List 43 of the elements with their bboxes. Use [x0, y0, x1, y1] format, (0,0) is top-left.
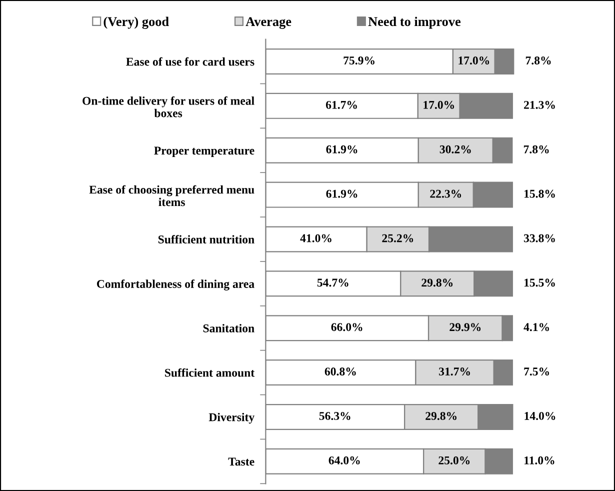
legend-label: (Very) good [104, 16, 169, 29]
data-label: 61.9% [326, 145, 358, 154]
data-label: 56.3% [319, 412, 350, 420]
data-label: 21.3% [524, 100, 555, 109]
data-label: 33.8% [524, 234, 555, 242]
legend-label: Average [246, 17, 292, 29]
y-tick-label: Sufficient nutrition [158, 235, 254, 244]
y-tick-label: Taste [228, 458, 254, 466]
data-label: 25.2% [382, 234, 414, 242]
data-label: 31.7% [439, 368, 470, 376]
data-label: 29.9% [450, 323, 481, 332]
legend-label: Need to improve [368, 16, 461, 29]
y-tick-label: Ease of choosing preferred menu items [89, 185, 254, 206]
data-label: 7.8% [526, 56, 551, 65]
data-label: 15.5% [524, 278, 555, 287]
y-tick-label: Sufficient amount [165, 368, 255, 377]
data-label: 11.0% [524, 456, 554, 464]
data-label: 4.1% [524, 323, 549, 332]
data-label: 64.0% [328, 456, 360, 464]
y-tick-label: Sanitation [203, 324, 254, 332]
data-label: 14.0% [524, 412, 556, 420]
data-label: 25.0% [438, 456, 470, 464]
data-label: 17.0% [458, 56, 490, 65]
y-tick-label: Ease of use for card users [126, 57, 254, 66]
y-tick-label: On-time delivery for users of meal boxes [82, 96, 254, 118]
data-label: 29.8% [422, 278, 453, 287]
data-label: 60.8% [324, 368, 356, 376]
data-label: 54.7% [317, 278, 348, 287]
data-label: 7.8% [524, 145, 549, 154]
data-label: 61.7% [326, 100, 357, 109]
data-label: 17.0% [424, 100, 454, 109]
data-label: 30.2% [440, 145, 471, 154]
data-label: 29.8% [426, 412, 456, 420]
data-label: 15.8% [524, 190, 555, 198]
data-label: 41.0% [300, 234, 332, 242]
data-label: 22.3% [430, 190, 462, 198]
data-label: 61.9% [326, 190, 358, 198]
data-label: 75.9% [344, 56, 374, 65]
data-label: 66.0% [331, 323, 362, 332]
data-label: 7.5% [524, 368, 549, 376]
y-tick-label: Proper temperature [154, 146, 254, 157]
y-tick-label: Diversity [208, 412, 254, 424]
y-tick-label: Comfortableness of dining area [96, 280, 254, 290]
